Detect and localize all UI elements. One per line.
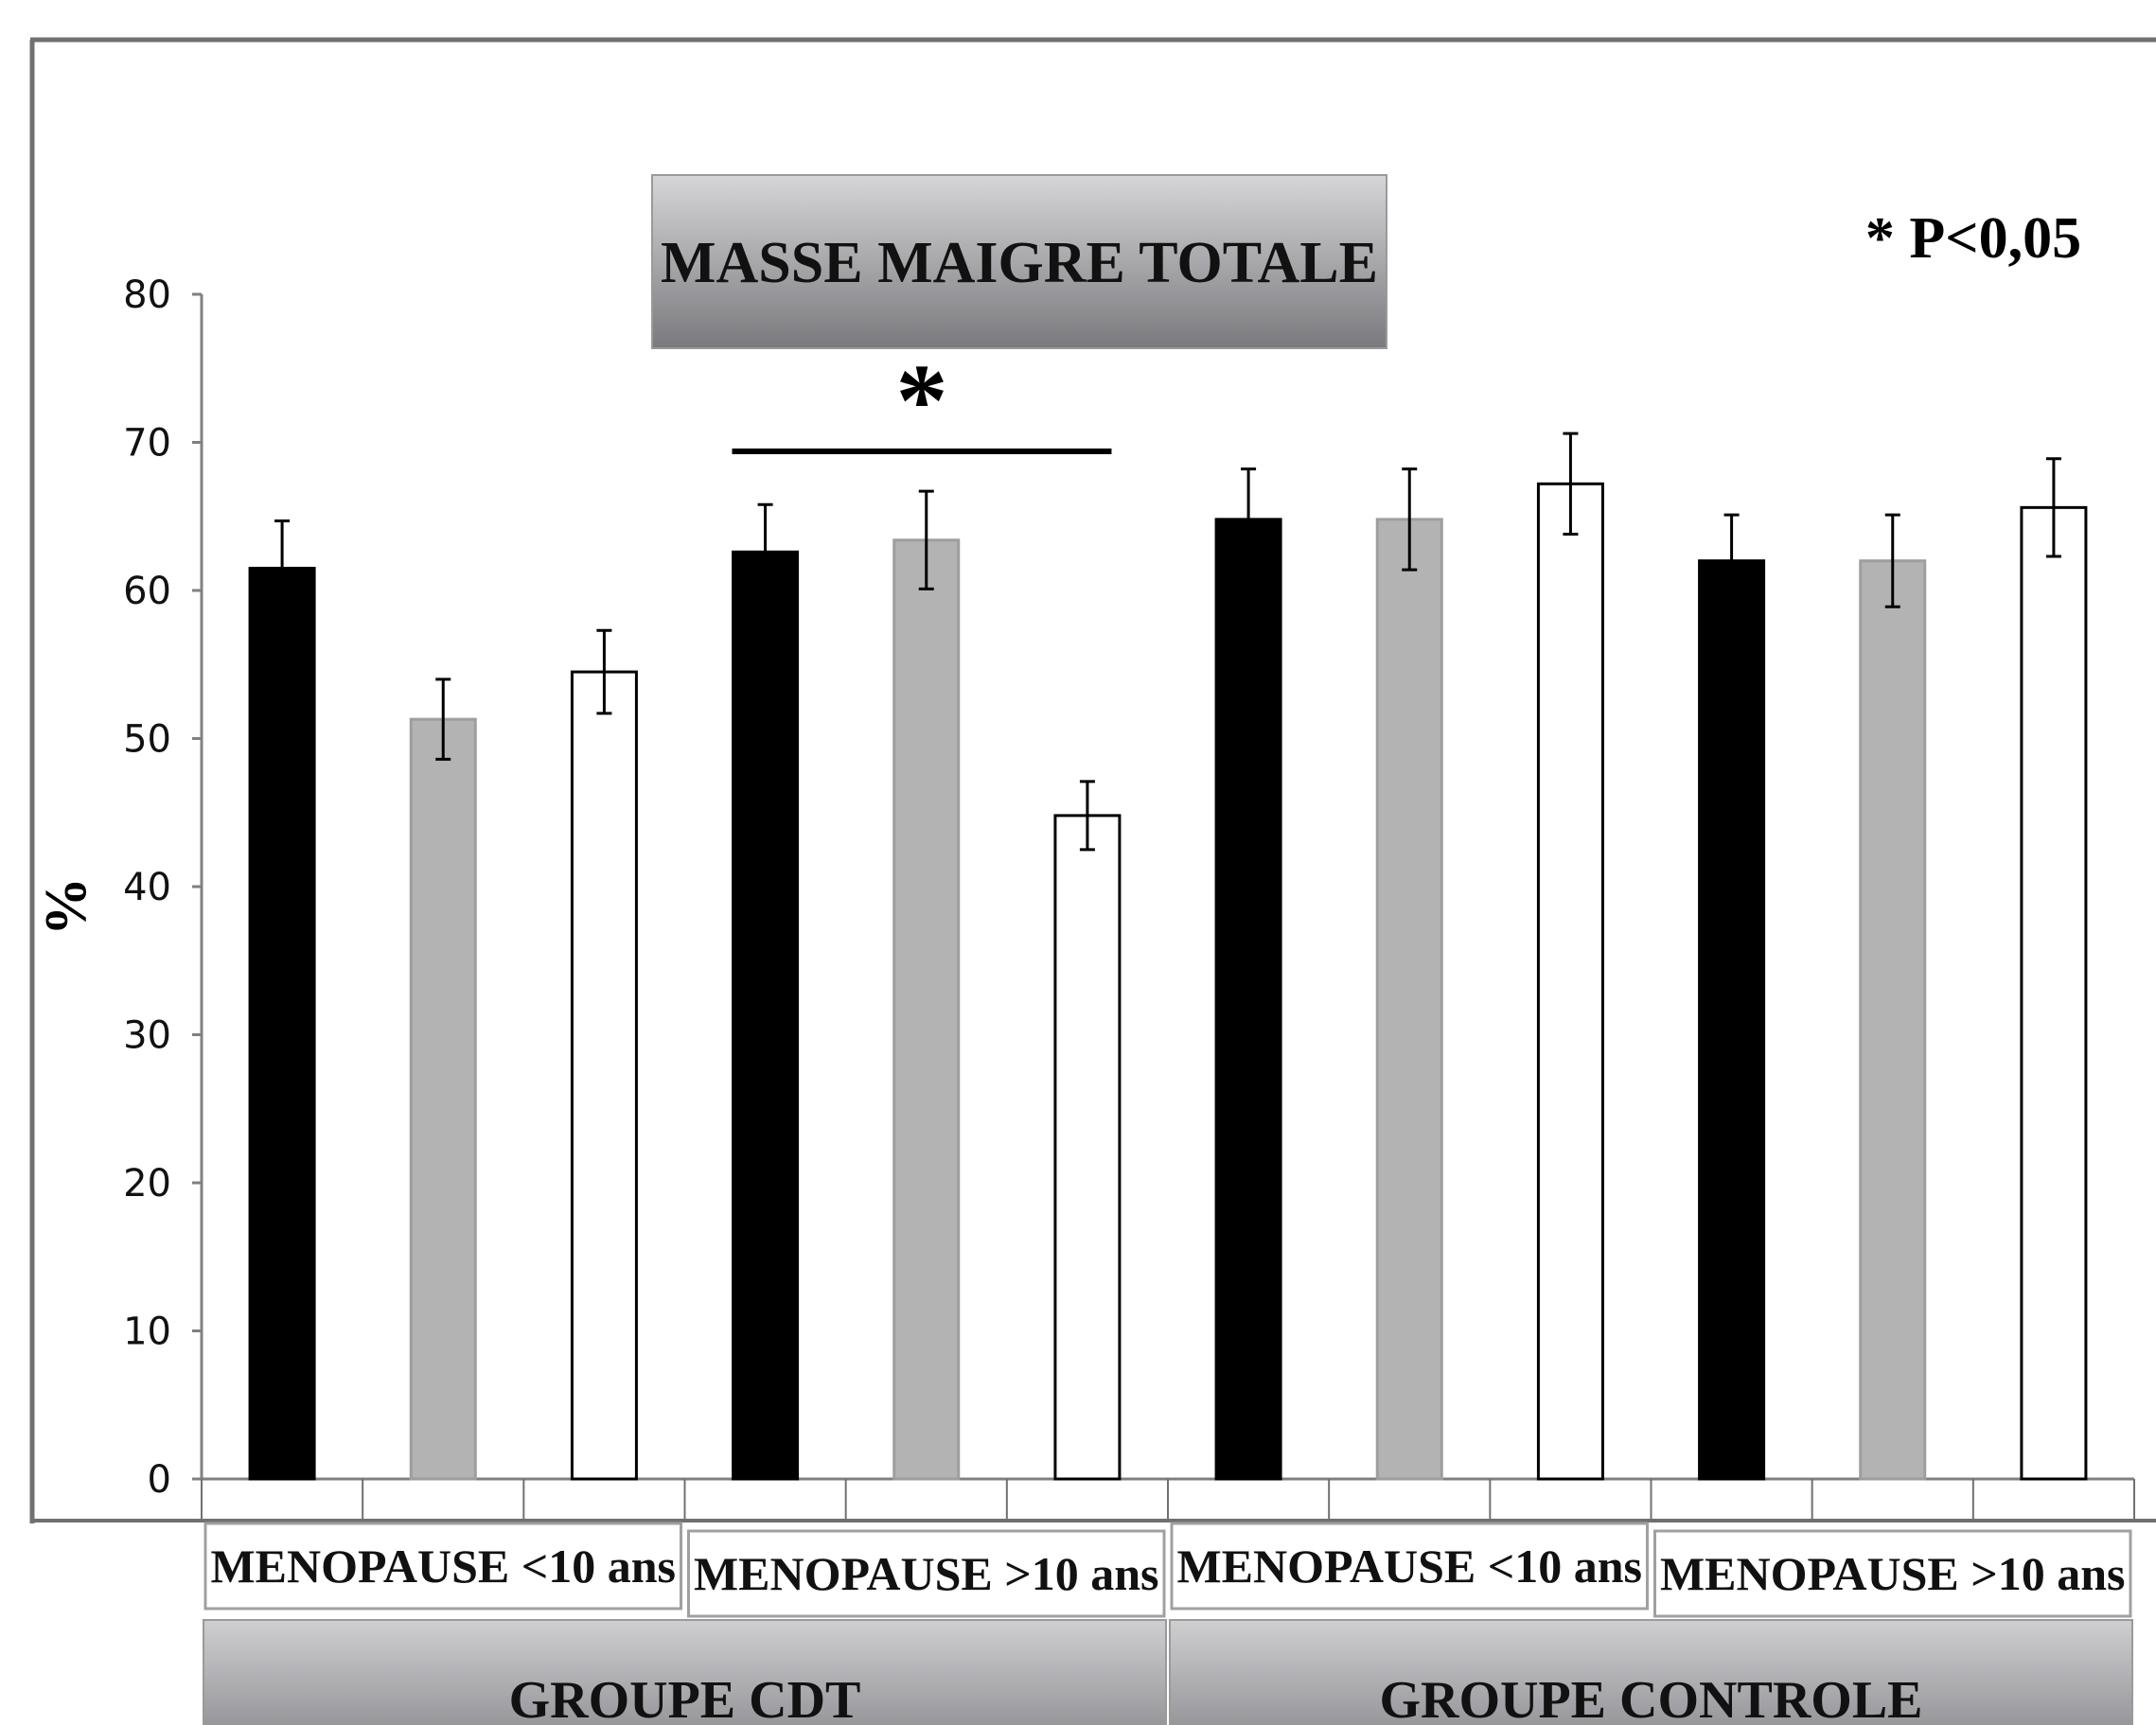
bar: [409, 717, 477, 1481]
bar: [1859, 559, 1927, 1481]
y-axis-label: %: [34, 877, 98, 936]
y-tick-label: 50: [123, 718, 171, 762]
title-box: [651, 174, 1387, 349]
bar: [892, 538, 961, 1481]
y-tick-label: 30: [123, 1014, 171, 1058]
y-tick-label: 80: [123, 273, 171, 317]
subgroup-cell: [203, 1522, 682, 1611]
bar: [1053, 814, 1122, 1481]
subgroup-label: MENOPAUSE <10 ans: [210, 1540, 676, 1593]
subgroup-cell: [1170, 1522, 1649, 1611]
bar: [732, 550, 800, 1481]
group-label: GROUPE CDT: [509, 1671, 861, 1725]
bar: [1375, 518, 1443, 1481]
bar: [1536, 482, 1604, 1481]
p-value-annotation: * P<0,05: [1865, 206, 2081, 271]
significance-star: *: [895, 343, 947, 458]
bar: [2020, 505, 2088, 1481]
y-tick-label: 10: [123, 1311, 171, 1354]
y-tick-label: 60: [123, 570, 171, 613]
bar: [248, 567, 316, 1481]
group-box: [1169, 1619, 2133, 1725]
y-tick-label: 40: [123, 866, 171, 909]
bar: [1214, 518, 1282, 1481]
significance-layer: *: [732, 343, 1112, 458]
bars-layer: [248, 431, 2088, 1481]
subgroup-label: MENOPAUSE <10 ans: [1176, 1540, 1642, 1593]
chart-title: MASSE MAIGRE TOTALE: [661, 231, 1378, 295]
y-tick-label: 20: [123, 1162, 171, 1206]
group-box: [203, 1619, 1167, 1725]
group-label: GROUPE CONTROLE: [1379, 1671, 1922, 1725]
y-tick-label: 0: [148, 1458, 171, 1502]
y-tick-label: 70: [123, 422, 171, 466]
y-axis: 0 10 20 30 40 50 60 70 80: [123, 273, 203, 1502]
subgroup-cell: [687, 1529, 1166, 1618]
subgroup-label: MENOPAUSE >10 ans: [1660, 1547, 2126, 1600]
subgroup-cell: [1653, 1529, 2132, 1618]
bar: [570, 670, 638, 1481]
subgroup-label: MENOPAUSE >10 ans: [694, 1547, 1159, 1600]
bar: [1698, 559, 1766, 1481]
x-category-table: MENOPAUSE <10 ans MENOPAUSE >10 ans MENOPA…: [201, 1477, 2135, 1725]
